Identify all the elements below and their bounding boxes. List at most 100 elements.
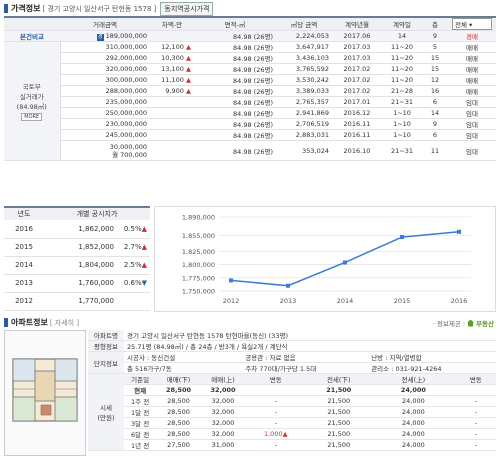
compare-ym: 2017.06 bbox=[332, 30, 382, 42]
row-floor: 9 bbox=[422, 118, 448, 130]
row-land-price: 1,770,000 bbox=[44, 292, 116, 311]
compare-row: 본건비교 경 189,000,000 84.98 (26평) 2,224,053 … bbox=[4, 30, 496, 42]
row-ym: 2017.02 bbox=[332, 74, 382, 86]
row-floor: 11 bbox=[422, 140, 448, 161]
chart-x-tick-label: 2013 bbox=[280, 297, 297, 305]
col-header-date: 기준일 bbox=[124, 373, 157, 385]
row-sale-high: 32,000 bbox=[200, 406, 246, 418]
row-jeonse-low: 21,500 bbox=[306, 406, 372, 418]
row-price: 250,000,000 bbox=[60, 107, 150, 119]
row-price-monthly: 월 700,000 bbox=[112, 150, 147, 159]
row-year: 2013 bbox=[4, 274, 44, 293]
row-area: 84.98 (26평) bbox=[194, 129, 276, 141]
row-type: 매매 bbox=[448, 52, 496, 64]
side-label-line2: 실거래가 bbox=[19, 93, 44, 101]
row-area: 84.98 (26평) bbox=[194, 63, 276, 75]
row-land-price: 1,760,000 bbox=[44, 274, 116, 293]
row-price: 245,000,000 bbox=[60, 129, 150, 141]
row-ym: 2016.10 bbox=[332, 140, 382, 161]
table-row: 300,000,000 11,100 ▲ 84.98 (26평) 3,530,2… bbox=[4, 74, 496, 86]
table-row: 국토부 실거래가 (84.98㎡) MORE 310,000,000 12,10… bbox=[4, 41, 496, 161]
row-jeonse-low: 21,500 bbox=[306, 428, 372, 440]
public-hall: 공용관 : 자료 없음 bbox=[245, 351, 372, 363]
compare-floor: 9 bbox=[422, 30, 448, 42]
apt-section-header: 아파트정보 [ 자세히 ] bbox=[4, 316, 79, 329]
row-floor: 6 bbox=[422, 129, 448, 141]
chart-data-point[interactable] bbox=[457, 229, 461, 234]
col-header-land-price: 개별 공시지가 bbox=[44, 206, 150, 220]
chart-data-point[interactable] bbox=[286, 283, 290, 288]
row-diff: 11,100 bbox=[161, 76, 184, 84]
row-year: 2014 bbox=[4, 256, 44, 275]
row-day: 21~28 bbox=[382, 85, 422, 97]
up-arrow-icon: ▲ bbox=[141, 224, 147, 233]
compare-area: 84.98 (26평) bbox=[194, 30, 276, 42]
row-day: 1~10 bbox=[382, 107, 422, 119]
info-source: · 정보제공 : 부동산 bbox=[433, 318, 494, 328]
row-sale-high: 32,000 bbox=[200, 417, 246, 429]
row-type: 매매 bbox=[448, 41, 496, 53]
row-jeonse-change: - bbox=[455, 417, 496, 429]
row-type: 매매 bbox=[448, 63, 496, 75]
side-label-line1: 국토부 bbox=[22, 83, 41, 91]
row-price: 230,000,000 bbox=[60, 118, 150, 130]
table-row: 현재 28,500 32,000 21,500 24,000 bbox=[88, 384, 496, 396]
table-row: 250,000,000 84.98 (26평) 2,941,869 2016.1… bbox=[4, 107, 496, 119]
compare-label: 본건비교 bbox=[4, 30, 60, 42]
col-header-area: 면적-㎡ bbox=[194, 16, 276, 31]
row-sale-high: 32,000 bbox=[200, 384, 246, 396]
molit-side-label: 국토부 실거래가 (84.98㎡) MORE bbox=[4, 41, 61, 161]
row-sale-high: 31,000 bbox=[200, 439, 246, 451]
row-land-price: 1,862,000 bbox=[44, 220, 116, 239]
price-section-header: 가격정보 [ 경기 고양시 일산서구 탄현동 1578 ] 동지역공시가격 bbox=[4, 1, 214, 16]
type-select[interactable]: 전체 ▾ bbox=[452, 18, 492, 30]
up-arrow-icon: ▲ bbox=[186, 54, 191, 62]
row-rate bbox=[116, 292, 150, 311]
row-diff bbox=[150, 140, 194, 161]
market-price-history: 시세 (만원) 기준일 매매(下) 매매(上) 변동 전세(下) 전세(上) 변… bbox=[88, 373, 496, 451]
row-per-m2: 3,765,592 bbox=[276, 63, 332, 75]
chart-data-point[interactable] bbox=[343, 260, 347, 265]
price-section-title: 가격정보 bbox=[11, 4, 41, 13]
chart-data-point[interactable] bbox=[400, 235, 404, 240]
row-area: 84.98 (26평) bbox=[194, 85, 276, 97]
row-area: 84.98 (26평) bbox=[194, 140, 276, 161]
table-row: 288,000,000 9,900 ▲ 84.98 (26평) 3,389,03… bbox=[4, 85, 496, 97]
row-jeonse-change: - bbox=[455, 439, 496, 451]
row-ym: 2017.03 bbox=[332, 41, 382, 53]
row-price: 235,000,000 bbox=[60, 96, 150, 108]
col-header-sale-change: 변동 bbox=[245, 373, 307, 385]
price-table-header: 거래금액 차액-만 면적-㎡ ㎡당 금액 계약년월 계약일 층 전체 ▾ bbox=[4, 16, 496, 31]
chart-y-tick-label: 1,800,000 bbox=[182, 261, 215, 269]
apt-detail-link[interactable]: [ 자세히 ] bbox=[49, 318, 80, 327]
chevron-down-icon: ▾ bbox=[469, 21, 473, 29]
more-button[interactable]: MORE bbox=[21, 113, 43, 121]
apt-name-label: 아파트명 bbox=[88, 330, 124, 341]
row-ym: 2017.01 bbox=[332, 96, 382, 108]
row-day: 11~20 bbox=[382, 74, 422, 86]
row-floor: 12 bbox=[422, 74, 448, 86]
district-price-button[interactable]: 동지역공시가격 bbox=[160, 1, 214, 16]
row-date: 현재 bbox=[124, 384, 157, 396]
col-header-year: 년도 bbox=[4, 206, 44, 220]
compare-type: 경매 bbox=[448, 30, 496, 42]
apt-name: 경기 고양시 일산서구 탄현동 1578 탄현마을(동신) (33평) bbox=[124, 330, 496, 341]
table-row: 2016 1,862,000 0.5%▲ bbox=[4, 220, 150, 239]
row-sale-change bbox=[245, 384, 307, 396]
row-floor: 14 bbox=[422, 107, 448, 119]
info-source-label: · 정보제공 : bbox=[432, 320, 466, 328]
row-jeonse-low: 21,500 bbox=[306, 417, 372, 429]
chart-data-point[interactable] bbox=[229, 278, 233, 283]
chart-y-tick-label: 1,855,000 bbox=[182, 232, 215, 240]
table-row: 1년 전 27,500 31,000 - 21,500 24,000 - bbox=[88, 439, 496, 451]
table-row: 2013 1,760,000 0.6%▼ bbox=[4, 274, 150, 293]
row-jeonse-change: - bbox=[455, 428, 496, 440]
row-sale-high: 32,000 bbox=[200, 395, 246, 407]
table-row: 245,000,000 84.98 (26평) 2,883,031 2016.1… bbox=[4, 129, 496, 141]
section-marker bbox=[4, 318, 8, 327]
row-date: 6달 전 bbox=[124, 428, 157, 440]
row-diff bbox=[150, 129, 194, 141]
col-header-per-m2: ㎡당 금액 bbox=[276, 16, 332, 31]
compare-per-m2: 2,224,053 bbox=[276, 30, 332, 42]
compare-diff bbox=[150, 30, 194, 42]
